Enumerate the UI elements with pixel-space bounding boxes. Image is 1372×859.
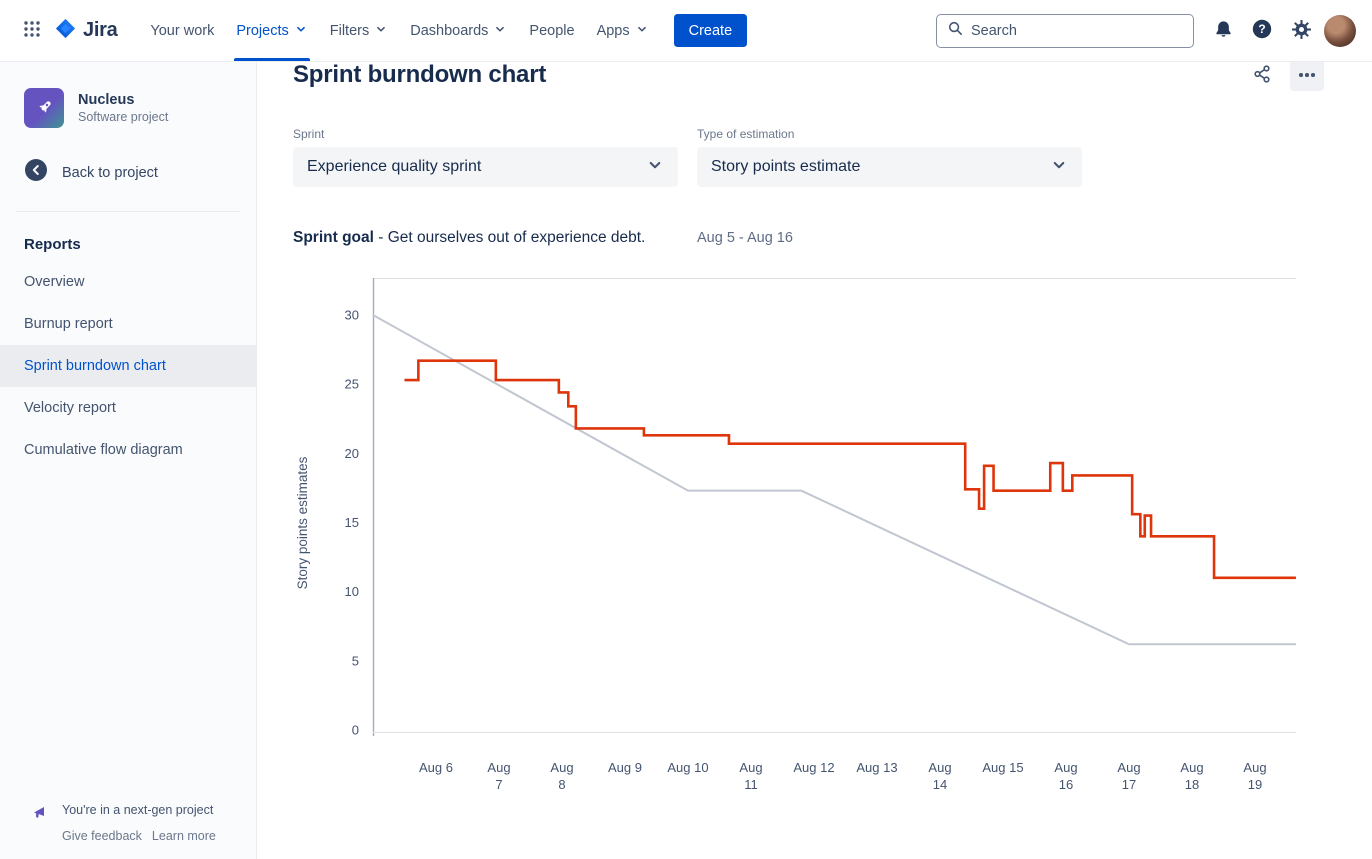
svg-text:Aug 10: Aug 10 bbox=[667, 760, 708, 775]
svg-text:Aug 15: Aug 15 bbox=[982, 760, 1023, 775]
sidebar: Nucleus Software project Back to project… bbox=[0, 62, 257, 859]
sprint-goal-label: Sprint goal bbox=[293, 229, 374, 246]
sidebar-item-cumulative-flow-diagram[interactable]: Cumulative flow diagram bbox=[24, 442, 183, 458]
sprint-filter-label: Sprint bbox=[293, 127, 325, 141]
chevron-down-icon bbox=[635, 22, 649, 40]
sprint-date-range: Aug 5 - Aug 16 bbox=[697, 230, 793, 246]
give-feedback-link[interactable]: Give feedback bbox=[62, 829, 142, 843]
estimation-select[interactable]: Story points estimate bbox=[697, 147, 1082, 187]
svg-text:Story points estimates: Story points estimates bbox=[295, 456, 310, 589]
sidebar-menu: Overview Burnup report Sprint burndown c… bbox=[0, 261, 256, 471]
chevron-down-icon bbox=[646, 156, 664, 179]
sidebar-item-sprint-burndown-chart[interactable]: Sprint burndown chart bbox=[0, 345, 256, 387]
chevron-down-icon bbox=[493, 22, 507, 40]
sidebar-item-burnup-report[interactable]: Burnup report bbox=[24, 316, 113, 332]
main-content: Projects / Nucleus / Reports Sprint burn… bbox=[257, 0, 1372, 796]
project-name: Nucleus bbox=[78, 92, 135, 108]
chevron-down-icon bbox=[374, 22, 388, 40]
sprint-goal-text: - Get ourselves out of experience debt. bbox=[378, 229, 646, 246]
search-box bbox=[936, 13, 1194, 48]
sprint-goal-row: Sprint goal - Get ourselves out of exper… bbox=[293, 229, 1372, 247]
user-avatar[interactable] bbox=[1324, 14, 1356, 47]
svg-text:Aug 9: Aug 9 bbox=[608, 760, 642, 775]
search-input[interactable] bbox=[971, 22, 1183, 39]
report-filters: Sprint Experience quality sprint Type of… bbox=[293, 127, 1372, 187]
notifications-button[interactable] bbox=[1207, 15, 1239, 47]
back-arrow-icon bbox=[24, 158, 48, 187]
svg-text:15: 15 bbox=[345, 515, 359, 530]
primary-nav: Your work Projects Filters Dashboards bbox=[139, 0, 659, 61]
svg-text:25: 25 bbox=[345, 377, 359, 392]
help-button[interactable]: ? bbox=[1246, 15, 1278, 47]
sprint-select[interactable]: Experience quality sprint bbox=[293, 147, 678, 187]
sidebar-item-overview[interactable]: Overview bbox=[24, 274, 85, 290]
jira-logo[interactable]: Jira bbox=[48, 17, 125, 45]
ellipsis-icon bbox=[1299, 73, 1303, 77]
gear-icon bbox=[1291, 19, 1312, 43]
svg-text:20: 20 bbox=[345, 446, 359, 461]
sidebar-footer: You're in a next-gen project Give feedba… bbox=[0, 803, 256, 859]
create-button[interactable]: Create bbox=[673, 14, 748, 47]
jira-mark-icon bbox=[54, 17, 77, 45]
learn-more-link[interactable]: Learn more bbox=[151, 829, 216, 843]
chevron-down-icon bbox=[294, 22, 308, 40]
share-icon bbox=[1252, 64, 1272, 87]
notifications-icon bbox=[1213, 19, 1234, 43]
sidebar-divider bbox=[16, 211, 240, 212]
svg-text:Aug 13: Aug 13 bbox=[856, 760, 897, 775]
page-title: Sprint burndown chart bbox=[293, 61, 547, 88]
burndown-chart: 0 5 10 15 20 25 30 Aug 6 Aug 7 Aug 8 Aug 9 Aug 10 Aug 1… bbox=[293, 278, 1372, 796]
svg-text:Aug 12: Aug 12 bbox=[793, 760, 834, 775]
more-actions-button[interactable] bbox=[1290, 59, 1324, 91]
top-nav: Jira Your work Projects Filters Dashboar… bbox=[0, 0, 1372, 62]
svg-text:?: ? bbox=[1258, 22, 1265, 36]
search-icon bbox=[947, 20, 964, 42]
next-gen-note: You're in a next-gen project bbox=[62, 803, 214, 817]
feedback-megaphone-icon bbox=[32, 803, 48, 822]
svg-text:30: 30 bbox=[345, 308, 359, 323]
app-switcher-icon bbox=[22, 19, 42, 42]
nav-item-your-work[interactable]: Your work bbox=[150, 22, 215, 39]
nav-item-people[interactable]: People bbox=[529, 22, 575, 39]
chevron-down-icon bbox=[1050, 156, 1068, 179]
share-button[interactable] bbox=[1246, 59, 1278, 91]
nav-item-filters[interactable]: Filters bbox=[319, 0, 399, 61]
svg-text:Aug 6: Aug 6 bbox=[419, 760, 453, 775]
project-type: Software project bbox=[78, 110, 169, 124]
nav-item-projects[interactable]: Projects bbox=[225, 0, 318, 61]
burndown-chart-svg: 0 5 10 15 20 25 30 Aug 6 Aug 7 Aug 8 Aug 9 Aug 10 Aug 1… bbox=[295, 278, 1296, 792]
svg-text:5: 5 bbox=[352, 653, 359, 668]
sidebar-section-reports: Reports bbox=[24, 236, 81, 253]
nav-item-apps[interactable]: Apps bbox=[586, 0, 660, 61]
app-switcher-button[interactable] bbox=[16, 15, 48, 47]
sidebar-item-velocity-report[interactable]: Velocity report bbox=[24, 400, 116, 416]
project-header[interactable]: Nucleus Software project bbox=[0, 62, 256, 128]
back-to-project-button[interactable]: Back to project bbox=[0, 128, 256, 187]
svg-text:10: 10 bbox=[345, 584, 359, 599]
help-icon: ? bbox=[1251, 18, 1273, 43]
svg-text:0: 0 bbox=[352, 723, 359, 738]
project-avatar-rocket-icon bbox=[24, 88, 64, 128]
estimation-filter-label: Type of estimation bbox=[697, 127, 795, 141]
brand-name: Jira bbox=[83, 19, 118, 41]
nav-item-dashboards[interactable]: Dashboards bbox=[399, 0, 518, 61]
settings-button[interactable] bbox=[1285, 15, 1317, 47]
